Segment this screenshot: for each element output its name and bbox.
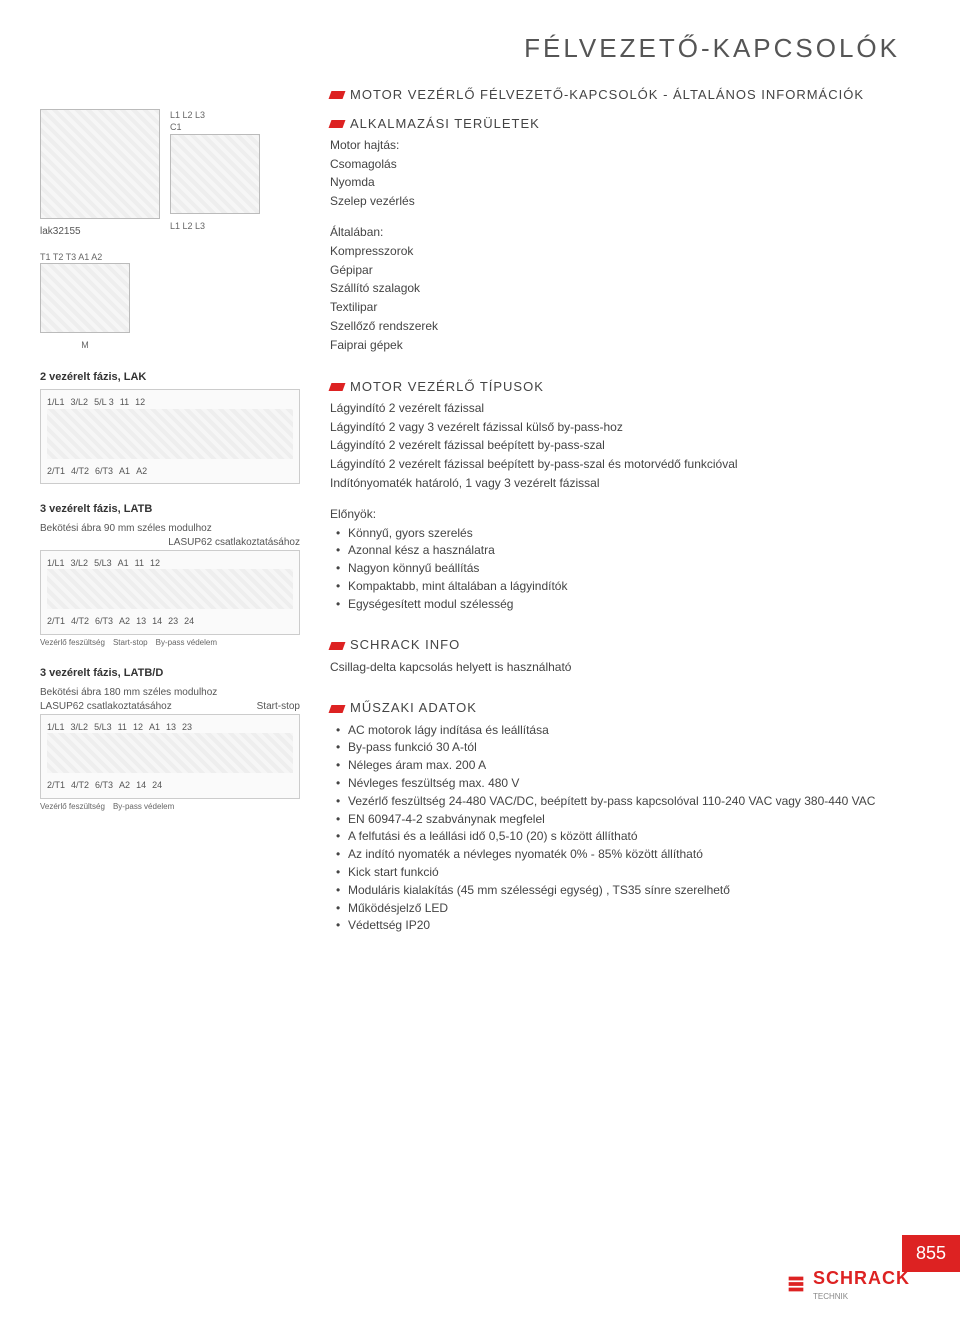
lak-terms-bottom: 2/T1 4/T2 6/T3 A1 A2	[47, 465, 293, 478]
latbd-diagram: 3 vezérelt fázis, LATB/D Bekötési ábra 1…	[40, 666, 300, 812]
general-intro: Általában:	[330, 224, 900, 241]
wiring-terminals: T1 T2 T3 A1 A2	[40, 251, 300, 264]
latb-labels: Vezérlő feszültség Start-stop By-pass vé…	[40, 637, 300, 648]
gen-4: Textilipar	[330, 299, 900, 316]
schrack-hdr: SCHRACK INFO	[330, 636, 900, 654]
latb-sub1: Bekötési ábra 90 mm széles modulhoz	[40, 522, 300, 536]
page-number: 855	[902, 1235, 960, 1272]
apps-2: Nyomda	[330, 174, 900, 191]
list-item: Nagyon könnyű beállítás	[348, 560, 900, 577]
list-item: Moduláris kialakítás (45 mm szélességi e…	[348, 882, 900, 899]
list-item: Védettség IP20	[348, 917, 900, 934]
list-item: Kick start funkció	[348, 864, 900, 881]
latb-title: 3 vezérelt fázis, LATB	[40, 502, 300, 517]
brand-logo: SCHRACK TECHNIK	[785, 1266, 910, 1302]
list-item: Néleges áram max. 200 A	[348, 757, 900, 774]
list-item: Az indító nyomaték a névleges nyomaték 0…	[348, 846, 900, 863]
type-1: Lágyindító 2 vezérelt fázissal	[330, 400, 900, 417]
latb-terms-top: 1/L1 3/L2 5/L3 A1 11 12	[47, 557, 293, 570]
main-section-hdr: MOTOR VEZÉRLŐ FÉLVEZETŐ-KAPCSOLÓK - ÁLTA…	[330, 86, 900, 104]
wiring-diagram-top	[170, 134, 260, 214]
type-4: Lágyindító 2 vezérelt fázissal beépített…	[330, 456, 900, 473]
list-item: By-pass funkció 30 A-tól	[348, 739, 900, 756]
list-item: A felfutási és a leállási idő 0,5-10 (20…	[348, 828, 900, 845]
latbd-labels: Vezérlő feszültség By-pass védelem	[40, 801, 300, 812]
lak-terms-top: 1/L1 3/L2 5/L 3 11 12	[47, 396, 293, 409]
latbd-title: 3 vezérelt fázis, LATB/D	[40, 666, 300, 681]
left-column: . lak32155 L1 L2 L3 C1 L1 L2 L3 T1 T2 T3…	[40, 76, 300, 936]
gen-6: Faiprai gépek	[330, 337, 900, 354]
tech-hdr: MŰSZAKI ADATOK	[330, 699, 900, 717]
apps-intro: Motor hajtás:	[330, 137, 900, 154]
logo-icon	[785, 1273, 807, 1295]
latbd-terms-bottom: 2/T1 4/T2 6/T3 A2 14 24	[47, 779, 293, 792]
wiring-l-labels: L1 L2 L3	[170, 109, 260, 122]
adv-intro: Előnyök:	[330, 506, 900, 523]
schrack-text: Csillag-delta kapcsolás helyett is haszn…	[330, 659, 900, 676]
brand-name: SCHRACK	[813, 1268, 910, 1288]
list-item: Kompaktabb, mint általában a lágyindítók	[348, 578, 900, 595]
gen-5: Szellőző rendszerek	[330, 318, 900, 335]
adv-list: Könnyű, gyors szerelés Azonnal kész a ha…	[330, 525, 900, 613]
gen-3: Szállító szalagok	[330, 280, 900, 297]
lak-diagram: 2 vezérelt fázis, LAK 1/L1 3/L2 5/L 3 11…	[40, 370, 300, 485]
list-item: Azonnal kész a használatra	[348, 542, 900, 559]
apps-3: Szelep vezérlés	[330, 193, 900, 210]
type-3: Lágyindító 2 vezérelt fázissal beépített…	[330, 437, 900, 454]
type-5: Indítónyomaték határoló, 1 vagy 3 vezére…	[330, 475, 900, 492]
latb-sub2: LASUP62 csatlakoztatásához	[40, 536, 300, 550]
brand-sub: TECHNIK	[813, 1291, 910, 1302]
list-item: Névleges feszültség max. 480 V	[348, 775, 900, 792]
list-item: AC motorok lágy indítása és leállítása	[348, 722, 900, 739]
type-2: Lágyindító 2 vagy 3 vezérelt fázissal kü…	[330, 419, 900, 436]
latb-diagram: 3 vezérelt fázis, LATB Bekötési ábra 90 …	[40, 502, 300, 648]
right-column: MOTOR VEZÉRLŐ FÉLVEZETŐ-KAPCSOLÓK - ÁLTA…	[330, 76, 900, 936]
wiring-c1: C1	[170, 121, 260, 134]
product-image	[40, 109, 160, 219]
wiring-m-label: M	[40, 339, 130, 352]
list-item: Könnyű, gyors szerelés	[348, 525, 900, 542]
wiring-bottom-labels: L1 L2 L3	[170, 220, 260, 233]
lak-title: 2 vezérelt fázis, LAK	[40, 370, 300, 385]
latbd-sub2: LASUP62 csatlakoztatásához	[40, 700, 172, 714]
gen-2: Gépipar	[330, 262, 900, 279]
list-item: Vezérlő feszültség 24-480 VAC/DC, beépít…	[348, 793, 900, 810]
gen-1: Kompresszorok	[330, 243, 900, 260]
list-item: EN 60947-4-2 szabványnak megfelel	[348, 811, 900, 828]
latbd-sub1: Bekötési ábra 180 mm széles modulhoz	[40, 686, 300, 700]
product-caption: lak32155	[40, 225, 160, 239]
list-item: Egységesített modul szélesség	[348, 596, 900, 613]
wiring-diagram-motor	[40, 263, 130, 333]
page-title: FÉLVEZETŐ-KAPCSOLÓK	[0, 0, 960, 76]
list-item: Működésjelző LED	[348, 900, 900, 917]
types-hdr: MOTOR VEZÉRLŐ TÍPUSOK	[330, 378, 900, 396]
apps-1: Csomagolás	[330, 156, 900, 173]
latb-terms-bottom: 2/T1 4/T2 6/T3 A2 13 14 23 24	[47, 615, 293, 628]
latbd-sub3: Start-stop	[257, 700, 300, 714]
apps-hdr: ALKALMAZÁSI TERÜLETEK	[330, 115, 900, 133]
latbd-terms-top: 1/L1 3/L2 5/L3 11 12 A1 13 23	[47, 721, 293, 734]
tech-list: AC motorok lágy indítása és leállítása B…	[330, 722, 900, 935]
